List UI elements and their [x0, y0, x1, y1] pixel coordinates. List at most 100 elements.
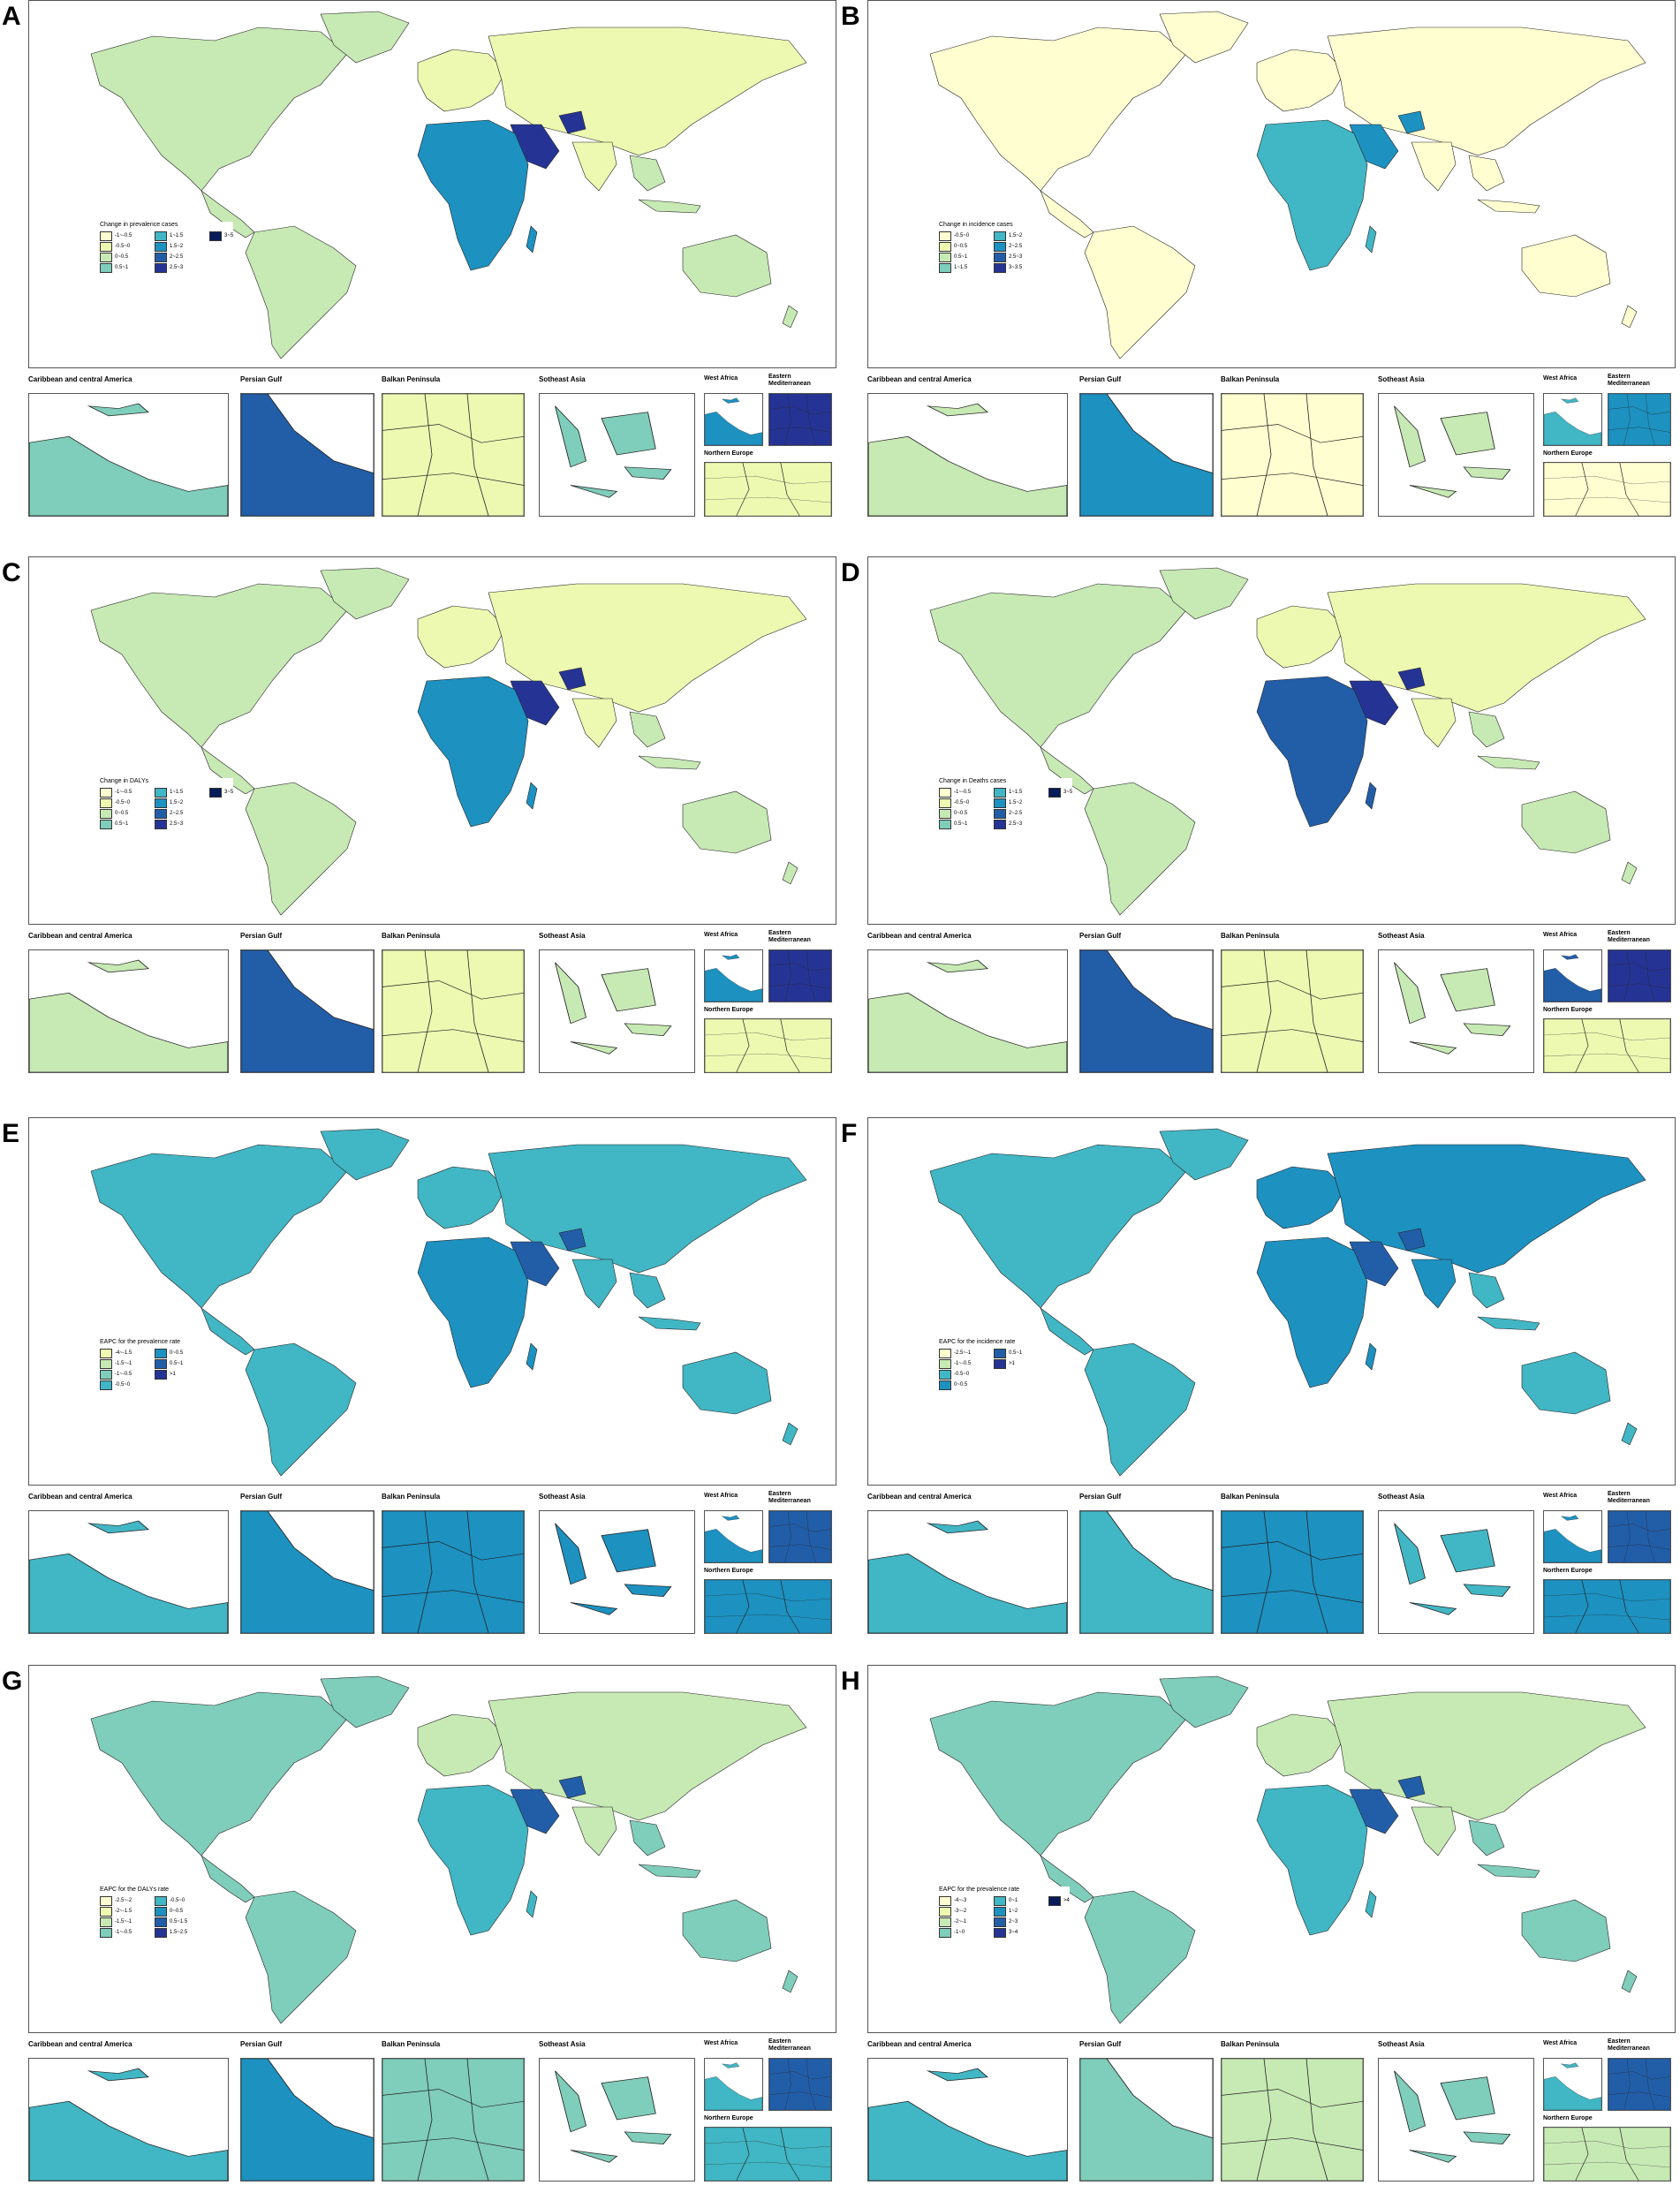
inset-island — [570, 1602, 618, 1615]
inset-title-eastern_med: Eastern Mediterranean — [768, 374, 811, 387]
legend-label: >1 — [1009, 1361, 1015, 1367]
legend-swatch — [939, 1907, 951, 1917]
inset-title-caribbean: Caribbean and central America — [28, 2040, 132, 2048]
inset-region — [868, 2100, 1067, 2181]
inset-island — [87, 1520, 149, 1534]
region-africa — [417, 676, 529, 828]
inset-northern_europe — [704, 462, 832, 517]
legend-label: 3~5 — [1063, 790, 1073, 796]
region-land — [682, 790, 772, 854]
legend-swatch — [100, 1907, 112, 1917]
region-hot — [1397, 110, 1426, 134]
legend-label: -1.5~-1 — [115, 1919, 132, 1925]
inset-border — [1256, 2059, 1272, 2181]
region-land — [1040, 190, 1094, 238]
inset-island — [1394, 405, 1426, 468]
legend-swatch — [939, 1896, 951, 1907]
world-map: Change in DALYs -1~-0.5 -0.5~0 0~0.5 0.5~1 1~… — [28, 556, 836, 925]
legend-item: -4~-1.5 — [100, 1349, 151, 1359]
legend-swatch — [939, 231, 951, 242]
inset-caribbean — [28, 2058, 229, 2182]
inset-border — [1222, 1590, 1363, 1603]
inset-map-persian_gulf — [241, 2059, 374, 2181]
region-land — [1468, 155, 1505, 192]
inset-seasia — [539, 1510, 695, 1634]
legend-label: -0.5~0 — [170, 1898, 185, 1904]
legend-label: -0.5~0 — [115, 1382, 131, 1388]
legend-item: 2.5~3 — [155, 820, 206, 830]
legend-label: 3~5 — [224, 790, 234, 796]
inset-map-balkan — [382, 1511, 524, 1633]
legend-label: 2~2.5 — [1009, 811, 1023, 817]
legend-label: -4~-3 — [954, 1898, 967, 1904]
inset-balkan — [382, 1510, 525, 1634]
region-asia — [417, 605, 507, 669]
region-land — [638, 1864, 701, 1879]
panel-letter: A — [2, 2, 21, 31]
legend-swatch — [994, 1359, 1006, 1370]
region-africa — [526, 1890, 538, 1918]
legend-item: 1~1.5 — [939, 263, 990, 274]
legend-swatch — [100, 231, 112, 242]
inset-island — [601, 1529, 656, 1573]
inset-map-northern_europe — [705, 1580, 831, 1633]
legend-label: 2.5~3 — [170, 265, 184, 271]
inset-border — [1544, 1614, 1670, 1621]
inset-border — [784, 394, 791, 445]
legend-label: 2~2.5 — [170, 811, 184, 817]
inset-border — [1305, 2059, 1328, 2181]
inset-map-persian_gulf — [1080, 2059, 1213, 2181]
legend-title: EAPC for the incidence rate — [939, 1339, 1016, 1345]
legend-swatch — [994, 820, 1006, 830]
legend-item: -2.5~-2 — [100, 1896, 151, 1907]
region-land — [201, 1307, 255, 1356]
inset-island — [1560, 1515, 1579, 1521]
inset-title-eastern_med: Eastern Mediterranean — [768, 2038, 811, 2052]
legend-swatch — [994, 253, 1006, 263]
world-map-svg — [90, 11, 807, 359]
inset-title-balkan: Balkan Peninsula — [382, 1493, 441, 1501]
legend-items: -2.5~-1 -1~-0.5 -0.5~0 0~0.5 0.5~1 >1 — [939, 1349, 1045, 1391]
legend-swatch — [100, 820, 112, 830]
inset-map-west_africa — [705, 2062, 762, 2110]
inset-border — [1305, 950, 1328, 1072]
world-map: EAPC for the DALYs rate -2.5~-2 -2~-1.5 -1.… — [28, 1665, 836, 2033]
legend-swatch — [100, 1349, 112, 1359]
legend-item: -1~-0.5 — [939, 788, 990, 798]
legend-swatch — [155, 1928, 167, 1939]
inset-map-northern_europe — [705, 2128, 831, 2181]
region-land — [782, 1422, 798, 1446]
inset-border — [1305, 394, 1328, 516]
world-map-svg — [929, 1675, 1646, 2024]
legend-swatch — [155, 263, 167, 274]
region-africa — [526, 1342, 538, 1371]
inset-map-eastern_med — [1608, 1511, 1670, 1562]
inset-island — [1409, 485, 1457, 498]
region-land — [638, 1316, 701, 1331]
inset-region — [382, 394, 524, 516]
world-map-svg — [90, 1128, 807, 1477]
inset-title-seasia: Sotheast Asia — [1378, 1493, 1425, 1501]
inset-border — [705, 2161, 831, 2168]
legend-item: 3~4 — [994, 1928, 1045, 1939]
inset-map-northern_europe — [1544, 463, 1670, 516]
inset-border — [1619, 2128, 1639, 2181]
inset-title-northern_europe: Northern Europe — [1543, 450, 1593, 457]
legend-item: 0~0.5 — [155, 1349, 206, 1359]
inset-island — [1463, 466, 1511, 480]
legend-label: -1.5~-1 — [115, 1361, 132, 1367]
region-asia — [571, 141, 617, 192]
inset-border — [1256, 950, 1272, 1072]
inset-region — [1222, 394, 1363, 516]
legend-item: -3~-2 — [939, 1907, 990, 1917]
legend-item: 2~2.5 — [155, 809, 206, 820]
inset-border — [780, 2128, 800, 2181]
inset-border — [1222, 2137, 1363, 2151]
inset-title-west_africa: West Africa — [1543, 2040, 1578, 2046]
legend-label: 1~1.5 — [170, 233, 184, 239]
inset-map-caribbean — [29, 1520, 228, 1633]
legend-item: 0~0.5 — [939, 809, 990, 820]
inset-title-caribbean: Caribbean and central America — [28, 1493, 132, 1501]
region-land — [1521, 1351, 1611, 1415]
legend-swatch — [994, 1907, 1006, 1917]
